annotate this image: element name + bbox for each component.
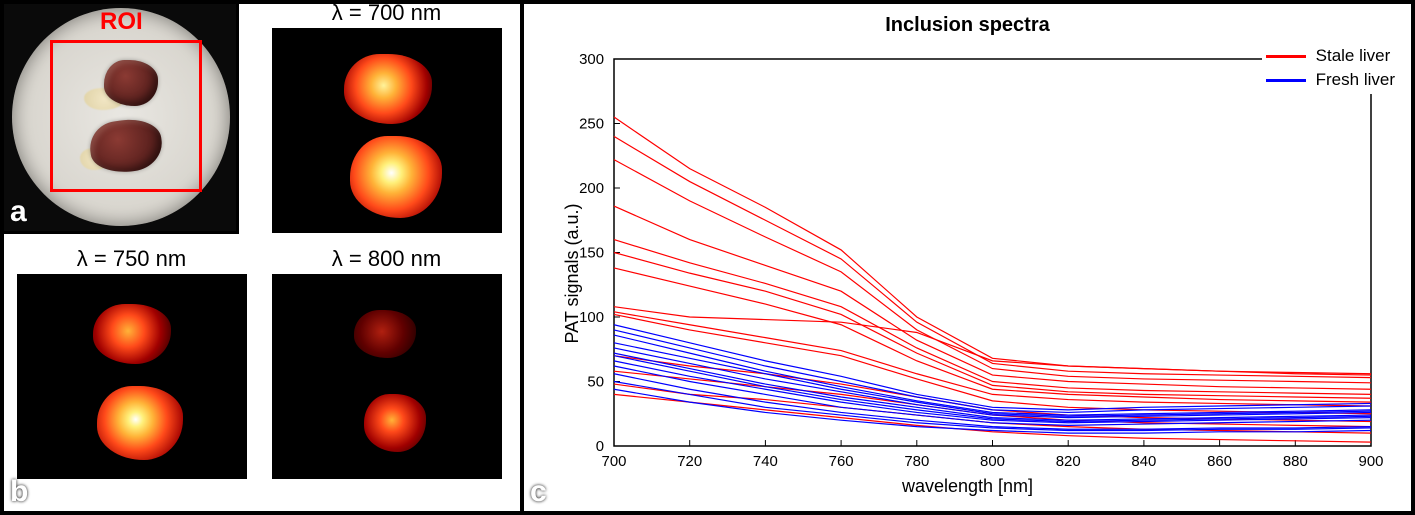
- svg-text:0: 0: [596, 439, 604, 455]
- series-line: [614, 314, 1371, 413]
- svg-text:820: 820: [1056, 454, 1081, 470]
- svg-text:150: 150: [579, 245, 604, 261]
- legend-label: Stale liver: [1316, 46, 1391, 66]
- svg-text:800: 800: [980, 454, 1005, 470]
- series-line: [614, 136, 1371, 377]
- series-line: [614, 384, 1371, 433]
- series-line: [614, 307, 1371, 375]
- svg-text:760: 760: [829, 454, 854, 470]
- svg-text:780: 780: [904, 454, 929, 470]
- subpanel-title: λ = 750 nm: [4, 246, 259, 272]
- svg-text:860: 860: [1207, 454, 1232, 470]
- heat-blob: [350, 136, 442, 218]
- svg-text:840: 840: [1131, 454, 1156, 470]
- figure-root: ROI a λ = 700 nmλ = 750 nmλ = 800 nm b I…: [0, 0, 1415, 515]
- chart-svg: 7007207407607808008208408608809000501001…: [614, 59, 1371, 446]
- panel-c-chart: Inclusion spectra PAT signals (a.u.) wav…: [524, 4, 1411, 511]
- heat-blob: [354, 310, 416, 358]
- left-panel: ROI a λ = 700 nmλ = 750 nmλ = 800 nm b: [4, 4, 524, 511]
- heat-blob: [344, 54, 432, 124]
- svg-text:200: 200: [579, 181, 604, 197]
- subpanel-title: λ = 700 nm: [259, 0, 514, 26]
- svg-text:250: 250: [579, 116, 604, 132]
- subpanel-image: [272, 274, 502, 479]
- series-line: [614, 160, 1371, 383]
- chart-plot-area: 7007207407607808008208408608809000501001…: [614, 59, 1371, 446]
- x-axis-label: wavelength [nm]: [524, 476, 1411, 497]
- legend-swatch: [1266, 79, 1306, 82]
- svg-text:300: 300: [579, 52, 604, 68]
- series-line: [614, 117, 1371, 374]
- svg-text:880: 880: [1283, 454, 1308, 470]
- subpanel-title: λ = 800 nm: [259, 246, 514, 272]
- svg-text:740: 740: [753, 454, 778, 470]
- heat-blob: [364, 394, 426, 452]
- chart-legend: Stale liver Fresh liver: [1262, 42, 1399, 94]
- subpanel-2: λ = 800 nm: [259, 244, 514, 479]
- panel-a-photo: ROI a: [4, 4, 239, 234]
- legend-label: Fresh liver: [1316, 70, 1395, 90]
- subpanel-image: [17, 274, 247, 479]
- svg-text:100: 100: [579, 310, 604, 326]
- panel-label-a: a: [10, 197, 27, 227]
- subpanel-1: λ = 750 nm: [4, 244, 259, 479]
- subpanel-0: λ = 700 nm: [259, 0, 514, 233]
- heat-blob: [93, 304, 171, 364]
- roi-label: ROI: [100, 8, 143, 36]
- subpanel-image: [272, 28, 502, 233]
- panel-label-c: c: [530, 477, 547, 507]
- legend-row: Fresh liver: [1266, 68, 1395, 92]
- svg-text:720: 720: [677, 454, 702, 470]
- roi-box: [50, 40, 202, 192]
- legend-swatch: [1266, 55, 1306, 58]
- panel-label-b: b: [10, 477, 28, 507]
- svg-text:50: 50: [587, 374, 604, 390]
- svg-text:700: 700: [602, 454, 627, 470]
- legend-row: Stale liver: [1266, 44, 1395, 68]
- chart-title: Inclusion spectra: [524, 14, 1411, 37]
- heat-blob: [97, 386, 183, 460]
- svg-text:900: 900: [1359, 454, 1384, 470]
